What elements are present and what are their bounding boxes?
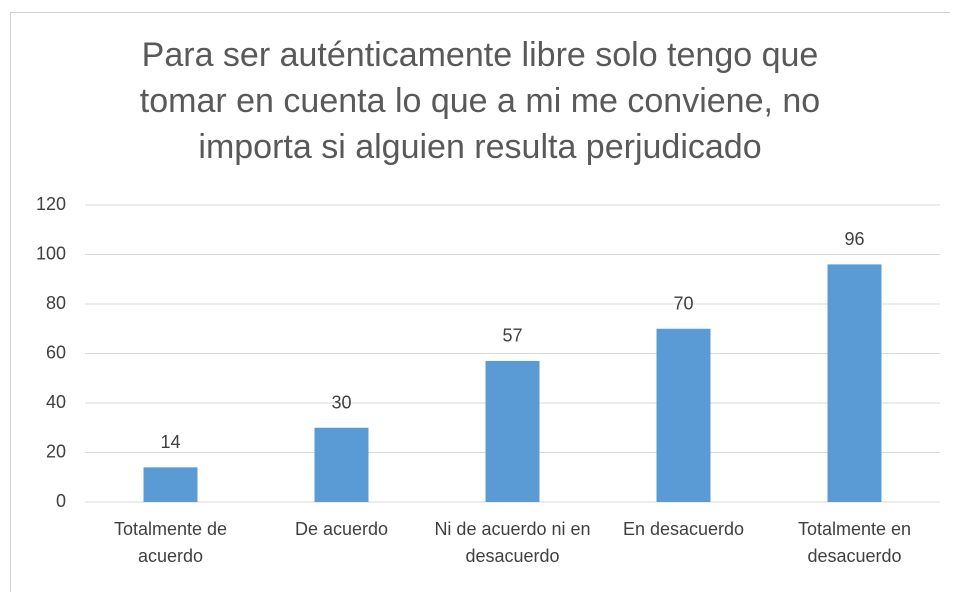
data-label: 14 <box>160 432 180 452</box>
chart-title: Para ser auténticamente libre solo tengo… <box>139 36 821 166</box>
x-tick-label: De acuerdo <box>294 519 389 539</box>
y-tick-label: 0 <box>56 491 66 511</box>
bar <box>827 264 882 502</box>
y-tick-label: 60 <box>46 342 66 362</box>
bar <box>485 360 540 502</box>
x-tick-label: Totalmente de acuerdo <box>113 519 228 566</box>
y-tick-label: 40 <box>46 392 66 412</box>
y-tick-label: 100 <box>36 243 66 263</box>
y-tick-label: 20 <box>46 441 66 461</box>
data-label: 30 <box>331 393 351 413</box>
y-tick-label: 80 <box>46 293 66 313</box>
bar <box>656 328 711 502</box>
chart-frame <box>10 12 950 592</box>
y-tick-label: 120 <box>36 194 66 214</box>
x-tick-label: Ni de acuerdo ni en desacuerdo <box>434 519 591 566</box>
x-tick-label: Totalmente en desacuerdo <box>797 519 912 566</box>
data-label: 57 <box>502 326 522 346</box>
bar <box>143 467 198 502</box>
data-label: 96 <box>844 229 864 249</box>
bar <box>314 427 369 502</box>
x-tick-label: En desacuerdo <box>622 519 745 539</box>
data-label: 70 <box>673 294 693 314</box>
